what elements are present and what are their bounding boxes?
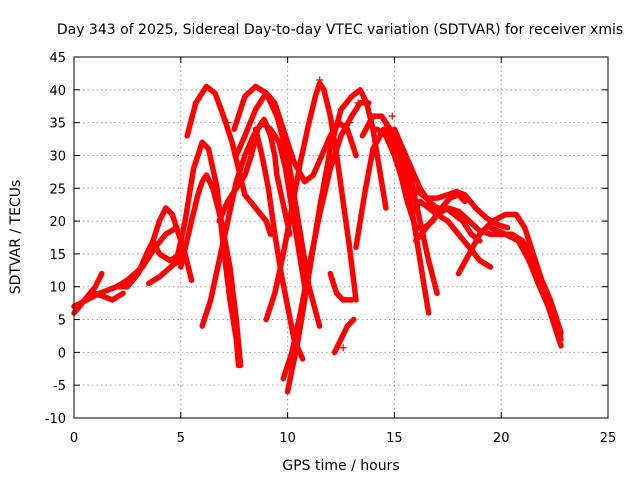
series-arc-7 xyxy=(178,172,244,369)
plus-marker xyxy=(388,112,396,120)
series-arc-6 xyxy=(146,257,184,287)
series-arc-17 xyxy=(284,87,389,395)
y-tick-label: 15 xyxy=(49,248,66,263)
series-arc-5 xyxy=(124,224,180,283)
y-tick-label: 35 xyxy=(49,117,66,132)
y-tick-label: 5 xyxy=(58,314,66,329)
y-tick-label: 40 xyxy=(49,84,66,99)
y-tick-label: 25 xyxy=(49,182,66,197)
plus-marker xyxy=(220,204,228,212)
series-arc-9 xyxy=(184,83,274,237)
series-arc-14 xyxy=(252,126,306,362)
x-tick-label: 20 xyxy=(493,431,510,446)
y-tick-label: -10 xyxy=(45,412,66,427)
series-arc-13 xyxy=(231,83,323,329)
points-layer xyxy=(220,76,396,352)
y-tick-label: 0 xyxy=(58,346,66,361)
y-axis-label: SDTVAR / TECUs xyxy=(8,180,24,295)
chart-title: Day 343 of 2025, Sidereal Day-to-day VTE… xyxy=(57,22,623,38)
x-tick-label: 10 xyxy=(279,431,296,446)
plot-frame xyxy=(73,56,609,419)
series-arc-3 xyxy=(92,290,126,303)
x-tick-label: 0 xyxy=(70,431,78,446)
series-layer xyxy=(71,80,564,395)
y-tick-label: 45 xyxy=(49,51,66,66)
plus-marker xyxy=(224,119,232,127)
series-arc-24 xyxy=(391,126,483,244)
plus-marker xyxy=(354,99,362,107)
plus-marker xyxy=(339,344,347,352)
series-arc-8 xyxy=(173,139,242,369)
series-arc-27 xyxy=(455,211,564,342)
x-tick-label: 5 xyxy=(177,431,185,446)
y-tick-label: 10 xyxy=(49,281,66,296)
series-arc-28 xyxy=(487,224,564,349)
x-tick-label: 25 xyxy=(600,431,617,446)
plus-marker xyxy=(316,76,324,84)
series-arc-15 xyxy=(263,80,359,323)
series-arc-21 xyxy=(359,113,432,316)
y-tick-label: -5 xyxy=(53,379,66,394)
series-arc-19 xyxy=(331,316,357,356)
y-tick-label: 20 xyxy=(49,215,66,230)
plus-marker xyxy=(346,119,354,127)
x-axis-label: GPS time / hours xyxy=(282,458,399,474)
ticks-layer: 0 5 10 15 20 25 -10 -5 0 5 10 15 20 25 30 35 40 45 xyxy=(45,51,617,446)
series-arc-25 xyxy=(400,165,511,231)
series-arc-18 xyxy=(327,270,355,303)
x-tick-label: 15 xyxy=(386,431,403,446)
y-tick-label: 30 xyxy=(49,149,66,164)
series-arc-11 xyxy=(216,116,293,237)
